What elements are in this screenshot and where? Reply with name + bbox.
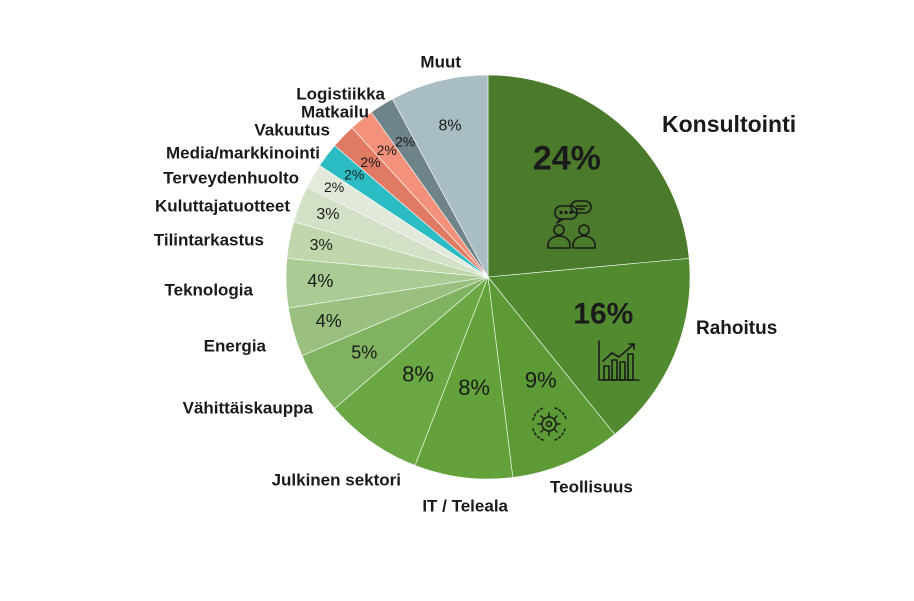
category-label: Teknologia bbox=[165, 280, 254, 299]
category-label: Kuluttajatuotteet bbox=[155, 196, 290, 215]
pie-slice-it-teleala bbox=[414, 276, 514, 480]
percent-label: 2% bbox=[360, 154, 380, 170]
percent-label: 8% bbox=[458, 375, 490, 400]
percent-label: 3% bbox=[310, 237, 333, 254]
percent-label: 2% bbox=[344, 167, 364, 183]
percent-label: 8% bbox=[439, 117, 462, 134]
category-label: Logistiikka bbox=[296, 84, 385, 103]
category-label: Julkinen sektori bbox=[272, 470, 401, 489]
percent-labels: 24%16%9%8%8%5%4%4%3%3%2%2%2%2%2%8% bbox=[307, 117, 633, 400]
percent-label: 9% bbox=[525, 367, 557, 392]
category-label: Vakuutus bbox=[254, 120, 330, 139]
category-label: Matkailu bbox=[301, 102, 369, 121]
category-label: Rahoitus bbox=[696, 318, 777, 339]
category-label: Media/markkinointi bbox=[166, 143, 320, 162]
percent-label: 24% bbox=[533, 139, 601, 177]
pie-slice-konsultointi bbox=[487, 74, 690, 278]
category-label: Vähittäiskauppa bbox=[183, 398, 314, 417]
percent-label: 8% bbox=[402, 362, 434, 387]
gear-cycle-icon bbox=[532, 407, 567, 441]
pie-slice-julkinen-sektori bbox=[334, 276, 489, 466]
pie-slice-muut bbox=[392, 74, 489, 278]
pie-slice-rahoitus bbox=[487, 258, 691, 435]
percent-label: 5% bbox=[351, 342, 377, 362]
pie-slice-teollisuus bbox=[487, 275, 616, 478]
category-labels: Konsultointi Rahoitus Teollisuus IT / Telea… bbox=[154, 52, 796, 515]
category-label: Muut bbox=[420, 52, 461, 71]
category-label: Energia bbox=[204, 336, 267, 355]
category-label: IT / Teleala bbox=[422, 496, 508, 515]
percent-label: 2% bbox=[324, 179, 344, 195]
percent-label: 4% bbox=[307, 271, 333, 291]
pie-slices bbox=[285, 74, 691, 480]
percent-label: 2% bbox=[377, 142, 397, 158]
bar-chart-growth-icon bbox=[598, 340, 640, 381]
people-chat-icon bbox=[547, 200, 596, 249]
category-label: Tilintarkastus bbox=[154, 230, 264, 249]
percent-label: 16% bbox=[573, 298, 633, 331]
category-label: Konsultointi bbox=[662, 111, 796, 137]
category-label: Teollisuus bbox=[550, 477, 633, 496]
percent-label: 2% bbox=[395, 134, 415, 150]
percent-label: 3% bbox=[316, 206, 339, 223]
category-label: Terveydenhuolto bbox=[163, 168, 299, 187]
slice-icons bbox=[532, 200, 640, 441]
percent-label: 4% bbox=[316, 311, 342, 331]
